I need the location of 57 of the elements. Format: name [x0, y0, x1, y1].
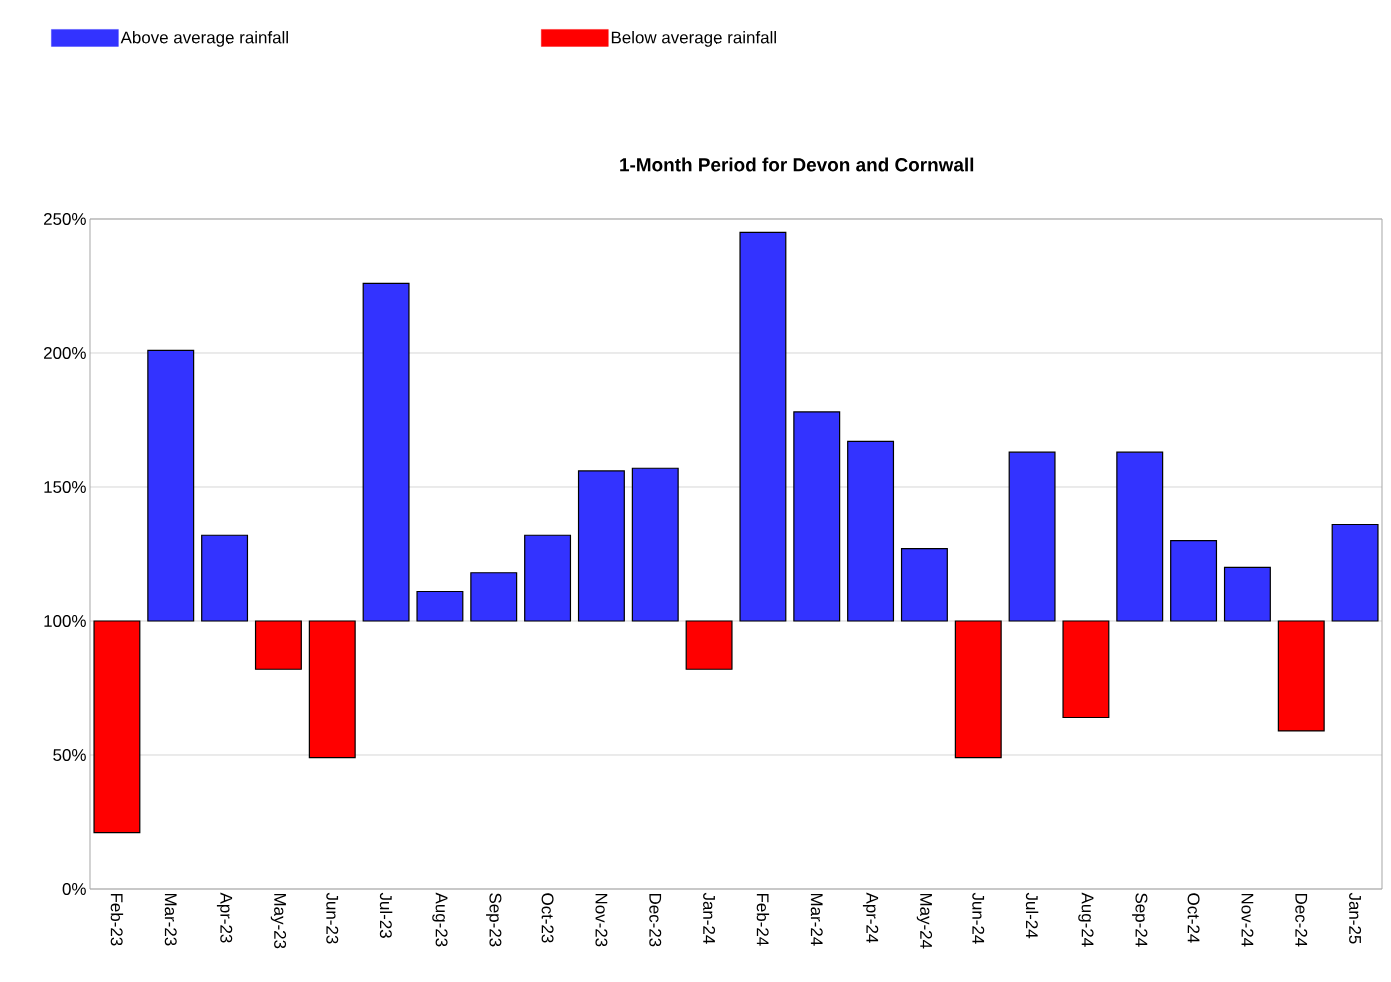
- y-tick-label: 250%: [44, 212, 86, 225]
- x-tick-label: Jan-24: [703, 892, 716, 944]
- y-tick-label: 50%: [53, 749, 86, 761]
- y-tick-label: 0%: [62, 883, 86, 895]
- x-tick-label: Apr-23: [216, 892, 233, 943]
- x-tick-label: Mar-24: [810, 893, 823, 946]
- x-tick-label: Jun-24: [972, 892, 985, 944]
- bar: [470, 572, 518, 622]
- bar: [254, 620, 302, 670]
- bar: [147, 349, 195, 622]
- y-tick-label: 100%: [44, 615, 86, 627]
- y-tick-label: 200%: [44, 346, 86, 359]
- bar: [201, 534, 249, 622]
- y-tick-label: 150%: [44, 481, 86, 493]
- x-tick-label: May-23: [270, 893, 287, 949]
- bar: [1116, 451, 1164, 622]
- x-tick-label: Jul-24: [1025, 892, 1039, 939]
- bar: [739, 231, 787, 622]
- chart-title: 1-Month Period for Devon and Cornwall: [620, 157, 974, 172]
- bar: [1062, 620, 1110, 719]
- bar: [900, 548, 948, 622]
- x-tick-label: Feb-23: [110, 893, 124, 946]
- bar: [954, 620, 1002, 759]
- x-tick-label: Dec-24: [1295, 893, 1308, 947]
- legend-label: Below average rainfall: [611, 31, 776, 47]
- x-tick-label: Aug-24: [1078, 892, 1094, 947]
- x-tick-label: Dec-23: [649, 893, 662, 947]
- bar: [308, 620, 356, 759]
- bar: [1331, 523, 1379, 622]
- bar: [577, 470, 625, 622]
- x-tick-label: Feb-24: [756, 893, 770, 946]
- bar: [1008, 451, 1056, 622]
- bar: [847, 440, 895, 622]
- bar: [1170, 539, 1218, 622]
- bar: [1223, 566, 1271, 622]
- x-tick-label: Oct-24: [1187, 893, 1200, 943]
- bar: [362, 282, 410, 622]
- x-tick-label: Jun-23: [326, 892, 339, 944]
- bar: [685, 620, 733, 670]
- bar: [631, 467, 679, 622]
- bar: [524, 534, 572, 622]
- bar: [1277, 620, 1325, 732]
- x-tick-label: Sep-23: [486, 893, 502, 947]
- x-tick-label: Oct-23: [541, 893, 554, 943]
- bar: [793, 411, 841, 622]
- bar: [93, 620, 141, 834]
- x-tick-label: Jul-23: [379, 892, 393, 938]
- x-tick-label: Apr-24: [862, 892, 879, 943]
- x-tick-label: Mar-23: [164, 893, 177, 946]
- x-tick-label: Aug-23: [432, 892, 448, 947]
- x-tick-label: Nov-23: [595, 893, 608, 947]
- x-tick-label: Nov-24: [1241, 893, 1254, 947]
- bar: [416, 590, 464, 622]
- x-tick-label: May-24: [916, 893, 933, 949]
- x-tick-label: Sep-24: [1132, 893, 1148, 947]
- x-tick-label: Jan-25: [1349, 892, 1362, 944]
- legend-label: Above average rainfall: [120, 31, 288, 47]
